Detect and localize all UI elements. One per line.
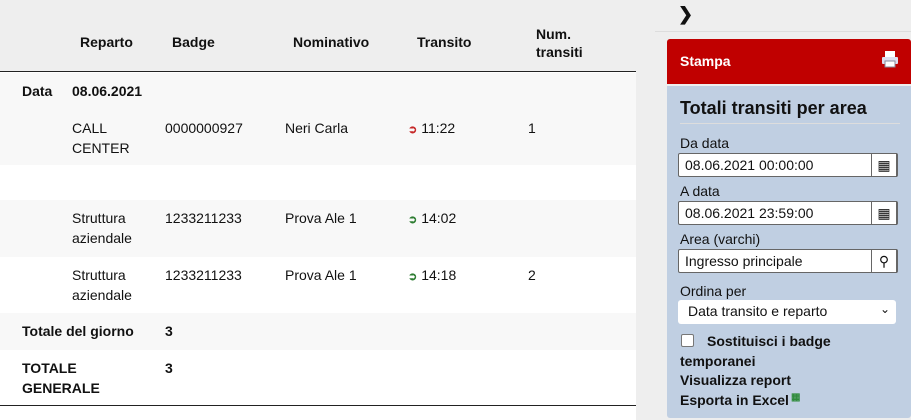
esporta-label: Esporta in Excel bbox=[680, 392, 789, 408]
date-label: Data bbox=[22, 83, 53, 99]
table-row: Struttura aziendale 1233211233 Prova Ale… bbox=[0, 200, 636, 255]
sostituisci-checkbox[interactable] bbox=[681, 334, 694, 347]
col-nominativo: Nominativo bbox=[293, 34, 370, 50]
ordina-label: Ordina per bbox=[680, 283, 747, 299]
chevron-down-icon: ⌄ bbox=[879, 302, 890, 316]
da-data-value: 08.06.2021 00:00:00 bbox=[685, 157, 814, 173]
transito-cell: ➲ 14:18 bbox=[408, 265, 456, 287]
entry-icon: ➲ bbox=[408, 214, 418, 226]
col-reparto: Reparto bbox=[80, 34, 133, 50]
collapse-chevron-icon[interactable]: ❯ bbox=[678, 4, 694, 24]
num-transiti-cell: 1 bbox=[528, 120, 536, 136]
a-data-value: 08.06.2021 23:59:00 bbox=[685, 205, 814, 221]
report-table: Reparto Badge Nominativo Transito Num. t… bbox=[0, 0, 636, 420]
nominativo-cell: Prova Ale 1 bbox=[285, 267, 357, 283]
transito-time: 14:18 bbox=[421, 267, 457, 283]
area-label: Area (varchi) bbox=[680, 231, 761, 247]
transito-cell: ➲ 14:02 bbox=[408, 208, 456, 230]
reparto-cell: Struttura aziendale bbox=[72, 210, 132, 246]
row-bg bbox=[0, 200, 636, 257]
search-icon[interactable]: ⚲ bbox=[871, 249, 897, 273]
visualizza-report-link[interactable]: Visualizza report bbox=[680, 372, 792, 388]
entry-icon: ➲ bbox=[408, 271, 418, 283]
transito-time: 11:22 bbox=[421, 120, 456, 136]
area-input[interactable]: Ingresso principale ⚲ bbox=[678, 249, 898, 273]
date-group: Data 08.06.2021 bbox=[0, 73, 636, 165]
badge-cell: 1233211233 bbox=[165, 267, 242, 283]
sidebar-topbar bbox=[655, 0, 911, 32]
stampa-header[interactable]: Stampa bbox=[667, 39, 911, 84]
ordina-value: Data transito e reparto bbox=[688, 303, 828, 319]
table-row: Struttura aziendale 1233211233 Prova Ale… bbox=[0, 257, 636, 312]
excel-icon: ▦ bbox=[790, 392, 801, 403]
day-total-value: 3 bbox=[165, 323, 173, 339]
day-total-row: Totale del giorno 3 bbox=[0, 313, 636, 350]
num-transiti-cell: 2 bbox=[528, 267, 536, 283]
esporta-excel-link[interactable]: Esporta in Excel ▦ bbox=[680, 392, 800, 408]
grand-total-label: TOTALE GENERALE bbox=[22, 360, 100, 396]
date-value: 08.06.2021 bbox=[72, 83, 143, 99]
a-data-label: A data bbox=[680, 183, 720, 199]
panel-title: Totali transiti per area bbox=[680, 98, 900, 124]
col-num-transiti: Num. transiti bbox=[536, 26, 583, 60]
day-total-label: Totale del giorno bbox=[22, 323, 134, 339]
da-data-input[interactable]: 08.06.2021 00:00:00 ▦ bbox=[678, 153, 898, 177]
table-header: Reparto Badge Nominativo Transito Num. t… bbox=[0, 0, 636, 72]
nominativo-cell: Neri Carla bbox=[285, 120, 349, 136]
col-transito: Transito bbox=[417, 34, 472, 50]
transito-time: 14:02 bbox=[421, 210, 457, 226]
reparto-cell: CALL CENTER bbox=[72, 120, 130, 156]
area-value: Ingresso principale bbox=[685, 253, 803, 269]
a-data-input[interactable]: 08.06.2021 23:59:00 ▦ bbox=[678, 201, 898, 225]
nominativo-cell: Prova Ale 1 bbox=[285, 210, 357, 226]
transito-cell: ➲ 11:22 bbox=[408, 118, 455, 140]
sostituisci-label[interactable]: Sostituisci i badge temporanei bbox=[680, 333, 831, 369]
calendar-icon[interactable]: ▦ bbox=[871, 201, 897, 225]
col-badge: Badge bbox=[172, 34, 215, 50]
ordina-select[interactable]: Data transito e reparto ⌄ bbox=[678, 300, 896, 324]
printer-icon[interactable] bbox=[881, 50, 899, 68]
badge-cell: 0000000927 bbox=[165, 120, 243, 136]
exit-icon: ➲ bbox=[408, 124, 418, 136]
badge-cell: 1233211233 bbox=[165, 210, 242, 226]
grand-total-row: TOTALE GENERALE 3 bbox=[0, 350, 636, 405]
grand-total-value: 3 bbox=[165, 360, 173, 376]
calendar-icon[interactable]: ▦ bbox=[871, 153, 897, 177]
da-data-label: Da data bbox=[680, 135, 730, 151]
spacer-row bbox=[0, 165, 636, 200]
stampa-label: Stampa bbox=[680, 53, 731, 69]
table-bottom-border bbox=[0, 405, 636, 406]
filter-panel: Totali transiti per area Da data 08.06.2… bbox=[667, 86, 911, 418]
reparto-cell: Struttura aziendale bbox=[72, 267, 132, 303]
table-row: CALL CENTER 0000000927 Neri Carla ➲ 11:22… bbox=[0, 110, 636, 165]
